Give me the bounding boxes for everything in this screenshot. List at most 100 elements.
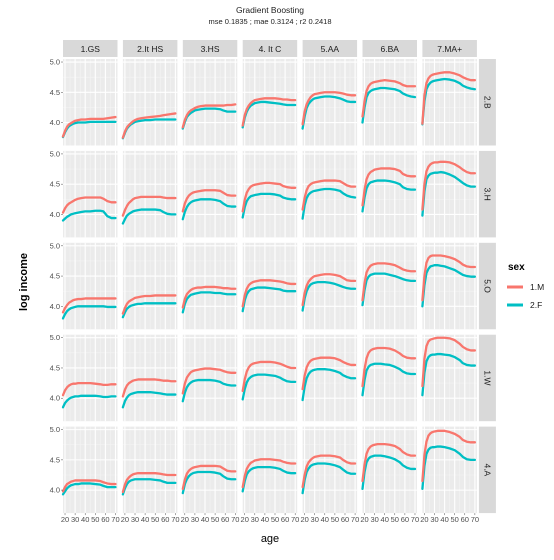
male-income-line (181, 189, 237, 213)
female-income-line (301, 95, 357, 130)
female-income-line (61, 305, 117, 320)
legend: sex 1.M 2.F (507, 262, 544, 310)
male-income-line (421, 160, 477, 211)
column-strip (362, 40, 417, 57)
x-tick-label: 70 (171, 515, 179, 524)
facet-panel (301, 150, 358, 238)
chart-subtitle: mse 0.1835 ; mae 0.3124 ; r2 0.2418 (209, 17, 332, 26)
male-income-line (361, 79, 417, 118)
column-strip (182, 40, 238, 57)
male-income-line (361, 262, 417, 302)
row-strip-label: 2.B (482, 96, 492, 109)
female-income-line (61, 482, 117, 496)
male-income-line (121, 195, 177, 217)
facet-panel (121, 334, 178, 422)
male-income-line (121, 112, 177, 139)
female-income-line (181, 198, 237, 221)
female-income-line (361, 179, 417, 213)
female-income-line (241, 192, 297, 219)
y-tick-label: 4.5 (50, 180, 60, 189)
female-income-line (421, 264, 477, 308)
column-strip (122, 40, 178, 57)
male-income-line (61, 196, 117, 214)
x-tick-label: 20 (241, 515, 249, 524)
x-tick-label: 40 (261, 515, 269, 524)
x-tick-label: 30 (430, 515, 438, 524)
facet-panel (61, 59, 118, 146)
x-tick-label: 60 (461, 515, 469, 524)
y-axis-title: log income (18, 253, 30, 311)
row-strip (478, 334, 496, 422)
facet-panel (421, 242, 477, 330)
female-income-line (241, 465, 297, 493)
x-tick-label: 40 (81, 515, 89, 524)
x-tick-label: 30 (71, 515, 79, 524)
x-tick-label: 30 (251, 515, 259, 524)
facet-panel (301, 59, 358, 146)
legend-label-female: 2.F (530, 300, 542, 310)
y-tick-label: 5.0 (50, 241, 60, 250)
male-income-line (241, 458, 297, 489)
male-income-line (301, 454, 357, 489)
column-strip (302, 40, 358, 57)
female-income-line (361, 86, 417, 124)
x-axis-title: age (261, 533, 279, 545)
facet-panel (121, 150, 178, 238)
male-income-line (361, 346, 417, 388)
y-tick-label: 5.0 (50, 425, 60, 434)
facet-panel (181, 150, 238, 238)
facet-panel (361, 59, 417, 146)
facet-panel (241, 426, 298, 514)
y-tick-label: 4.0 (50, 118, 60, 127)
male-income-line (421, 71, 477, 125)
male-income-line (181, 367, 237, 395)
column-strip-label: 3.HS (201, 44, 220, 54)
x-tick-label: 50 (91, 515, 99, 524)
y-tick-label: 5.0 (50, 149, 60, 158)
male-income-line (241, 181, 297, 213)
x-tick-label: 30 (191, 515, 199, 524)
y-tick-label: 4.5 (50, 88, 60, 97)
row-strip (478, 59, 496, 146)
column-strip (422, 40, 477, 57)
facet-panel (421, 426, 477, 514)
male-income-line (241, 360, 297, 393)
x-tick-label: 20 (181, 515, 189, 524)
x-tick-label: 40 (381, 515, 389, 524)
x-tick-label: 20 (300, 515, 308, 524)
row-strip-label: 5.O (482, 279, 492, 293)
x-tick-label: 20 (61, 515, 69, 524)
x-tick-label: 50 (331, 515, 339, 524)
facet-panel (61, 334, 118, 422)
facet-panel (301, 426, 358, 514)
female-income-line (61, 120, 117, 139)
male-income-line (241, 279, 297, 308)
column-strip-label: 1.GS (81, 44, 101, 54)
facet-panel (121, 59, 178, 146)
row-strip (478, 150, 496, 238)
facet-panel (421, 334, 477, 422)
row-strip (478, 426, 496, 514)
female-income-line (181, 378, 237, 403)
male-income-line (61, 479, 117, 493)
x-tick-label: 70 (291, 515, 299, 524)
facet-panel (361, 150, 417, 238)
facet-panel (361, 334, 417, 422)
x-tick-label: 40 (141, 515, 149, 524)
column-strip-label: 6.BA (381, 44, 400, 54)
facet-panel (361, 426, 417, 514)
facet-panel (121, 426, 178, 514)
male-income-line (361, 167, 417, 207)
y-tick-label: 5.0 (50, 333, 60, 342)
x-tick-label: 20 (121, 515, 129, 524)
row-strip (478, 242, 496, 330)
female-income-line (121, 302, 177, 319)
x-tick-label: 70 (111, 515, 119, 524)
female-income-line (181, 470, 237, 495)
male-income-line (301, 91, 357, 126)
x-tick-label: 50 (211, 515, 219, 524)
female-income-line (121, 391, 177, 409)
female-income-line (421, 352, 477, 397)
facet-panel (421, 150, 477, 238)
